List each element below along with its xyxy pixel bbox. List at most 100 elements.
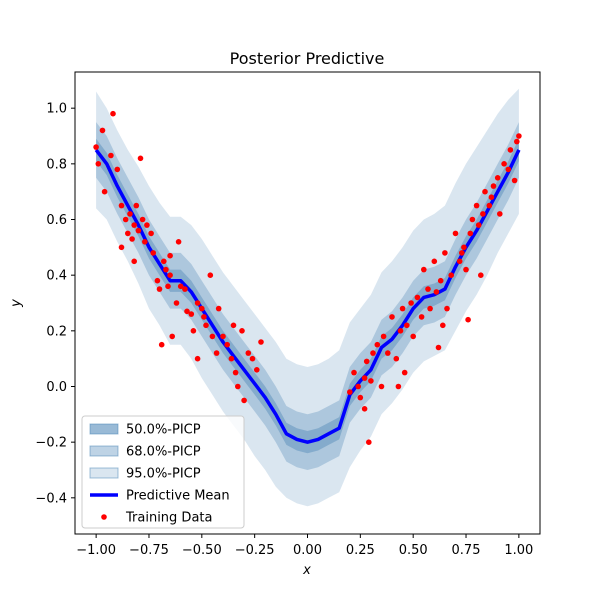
training-point bbox=[505, 166, 512, 173]
training-point bbox=[463, 266, 469, 273]
training-point bbox=[494, 175, 501, 181]
training-point bbox=[399, 305, 406, 312]
x-tick-label: −0.25 bbox=[235, 543, 275, 558]
legend-swatch-68-0-picp bbox=[89, 445, 119, 457]
legend-label-50-0-picp: 50.0%-PICP bbox=[126, 423, 201, 438]
y-tick-label: 0.6 bbox=[46, 213, 67, 228]
training-point bbox=[452, 230, 459, 237]
training-point bbox=[448, 272, 455, 279]
training-point bbox=[245, 350, 252, 356]
training-point bbox=[188, 311, 195, 317]
training-point bbox=[421, 266, 427, 273]
training-point bbox=[239, 328, 245, 334]
training-point bbox=[235, 383, 241, 390]
training-point bbox=[488, 194, 495, 200]
training-point bbox=[431, 258, 438, 265]
training-point bbox=[347, 389, 353, 395]
training-point bbox=[408, 300, 414, 306]
training-point bbox=[357, 394, 364, 401]
y-tick-label: 0.0 bbox=[46, 380, 67, 395]
training-point bbox=[131, 258, 137, 265]
training-point bbox=[482, 188, 488, 195]
training-point bbox=[385, 350, 391, 356]
training-point bbox=[486, 202, 493, 209]
legend-swatch-95-0-picp bbox=[89, 467, 119, 479]
training-point bbox=[129, 236, 135, 242]
training-point bbox=[473, 202, 480, 209]
training-point bbox=[194, 355, 201, 362]
training-point bbox=[95, 161, 102, 167]
y-axis: −0.4 −0.2 0.0 0.2 0.4 0.6 0.8 1.0 bbox=[35, 102, 75, 506]
training-point bbox=[351, 369, 357, 376]
x-tick-label: −0.50 bbox=[182, 543, 222, 558]
training-point bbox=[469, 216, 476, 223]
training-point bbox=[378, 383, 385, 390]
legend-swatch-50-0-picp bbox=[89, 423, 119, 435]
training-point bbox=[156, 286, 163, 292]
training-point bbox=[207, 272, 214, 279]
training-point bbox=[165, 283, 171, 290]
training-point bbox=[410, 333, 417, 340]
training-point bbox=[370, 350, 376, 356]
training-point bbox=[199, 305, 205, 312]
training-point bbox=[177, 283, 184, 290]
legend: 50.0%-PICP 68.0%-PICP 95.0%-PICP Predictive… bbox=[81, 415, 245, 529]
band-95-0-picp bbox=[96, 88, 519, 507]
training-point bbox=[184, 308, 190, 315]
legend-label-68-0-picp: 68.0%-PICP bbox=[126, 445, 201, 460]
training-point bbox=[404, 322, 410, 329]
training-point bbox=[366, 439, 372, 446]
training-point bbox=[158, 341, 165, 348]
training-point bbox=[169, 333, 175, 340]
x-axis-title: x bbox=[302, 563, 311, 578]
training-point bbox=[444, 305, 450, 312]
x-tick-label: 0.75 bbox=[452, 543, 481, 558]
training-point bbox=[418, 314, 425, 320]
training-point bbox=[401, 369, 408, 376]
predictive-mean-line bbox=[94, 148, 521, 444]
training-point bbox=[516, 133, 522, 139]
training-point bbox=[241, 397, 247, 404]
legend-label-predictive-mean: Predictive Mean bbox=[126, 489, 230, 504]
training-point bbox=[467, 230, 474, 237]
training-point bbox=[440, 322, 446, 329]
training-point bbox=[514, 138, 520, 145]
training-point bbox=[137, 155, 144, 162]
training-point bbox=[253, 367, 260, 373]
training-point bbox=[93, 144, 99, 150]
legend-label-95-0-picp: 95.0%-PICP bbox=[126, 467, 201, 482]
training-point bbox=[249, 355, 256, 362]
training-point bbox=[490, 183, 497, 189]
training-point bbox=[135, 227, 142, 234]
training-point bbox=[127, 211, 133, 217]
training-point bbox=[459, 250, 465, 256]
training-point bbox=[397, 328, 404, 334]
training-point bbox=[175, 239, 182, 245]
training-point bbox=[142, 239, 148, 245]
training-point bbox=[215, 305, 222, 312]
training-point bbox=[118, 244, 125, 251]
training-point bbox=[110, 110, 116, 117]
y-tick-label: −0.4 bbox=[35, 491, 67, 506]
x-tick-label: 0.00 bbox=[293, 543, 322, 558]
training-point bbox=[139, 216, 146, 223]
training-point bbox=[442, 250, 448, 256]
training-point bbox=[433, 289, 440, 295]
y-tick-label: 1.0 bbox=[46, 102, 67, 117]
training-point bbox=[480, 211, 486, 217]
x-tick-label: 0.25 bbox=[346, 543, 375, 558]
y-tick-label: −0.2 bbox=[35, 436, 67, 451]
training-point bbox=[380, 333, 387, 340]
training-point bbox=[190, 328, 197, 334]
training-point bbox=[182, 286, 188, 292]
training-point bbox=[232, 369, 239, 376]
training-point bbox=[456, 258, 463, 265]
training-point bbox=[425, 286, 431, 292]
training-point bbox=[511, 177, 518, 184]
training-point bbox=[224, 341, 230, 348]
training-point bbox=[374, 341, 381, 348]
y-tick-label: 0.4 bbox=[46, 269, 67, 284]
training-point bbox=[173, 300, 180, 306]
